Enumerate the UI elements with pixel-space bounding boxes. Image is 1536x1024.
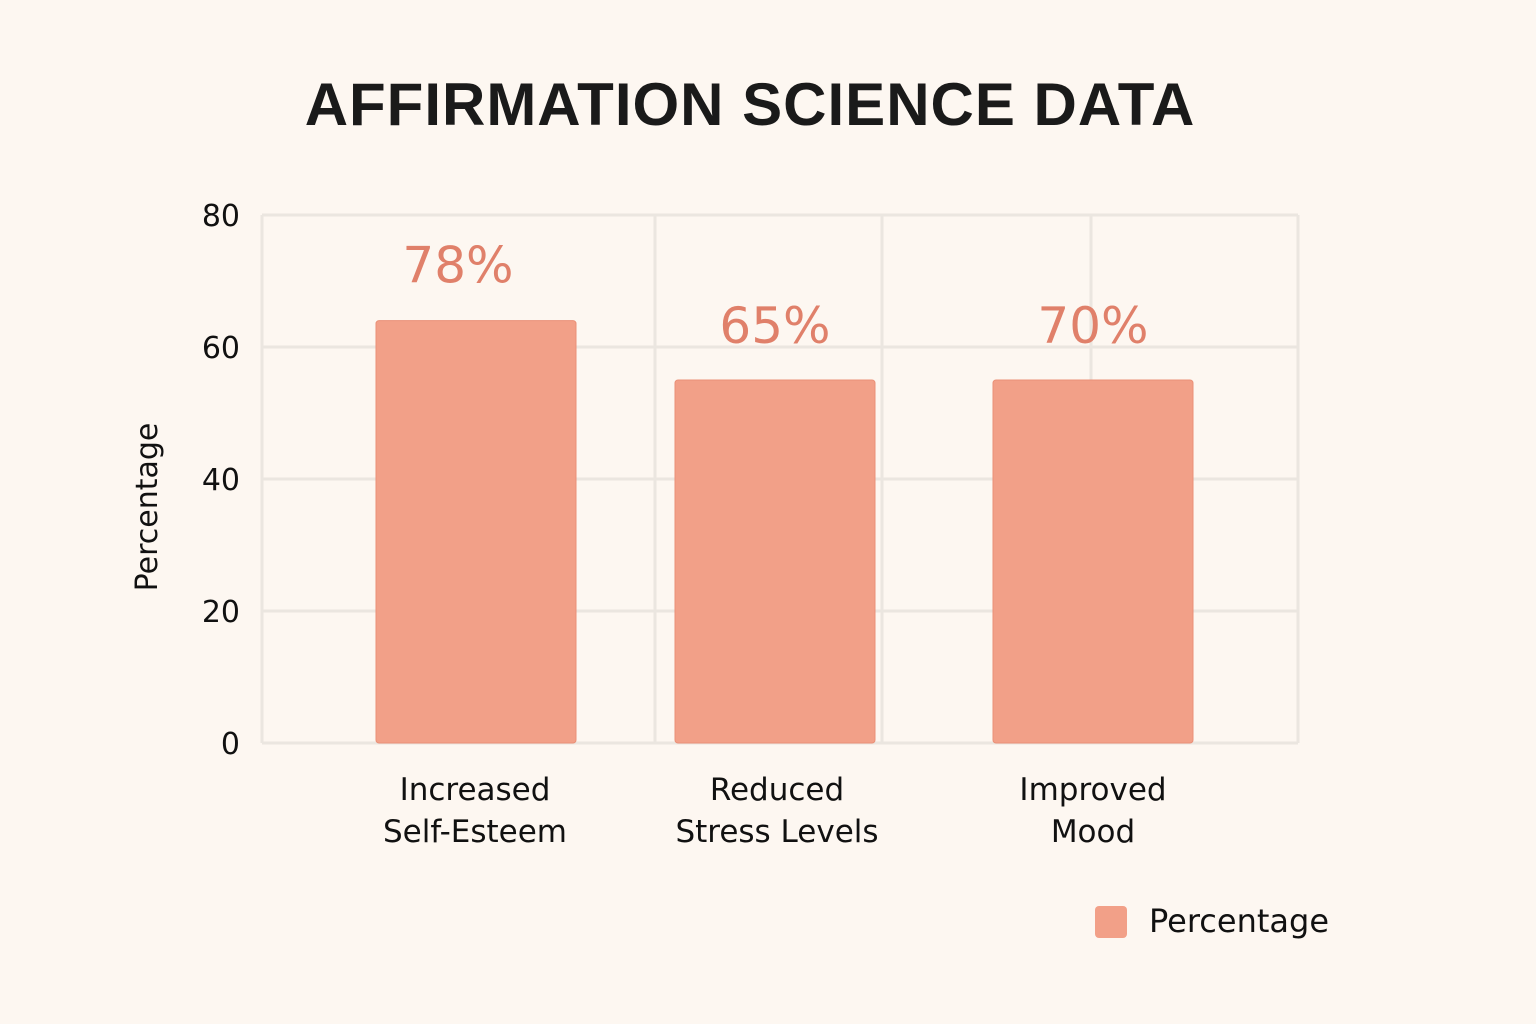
bars: 78% 65% 70%: [375, 237, 1194, 744]
x-tick-label: Self-Esteem: [383, 814, 567, 850]
y-tick-label: 40: [202, 463, 240, 498]
bar: [674, 379, 876, 744]
data-label: 78%: [402, 237, 513, 295]
x-tick-label: Reduced: [710, 772, 844, 808]
y-tick-label: 80: [202, 199, 240, 234]
legend-label: Percentage: [1149, 902, 1329, 940]
data-label: 70%: [1037, 297, 1148, 355]
bar: [375, 320, 577, 744]
bar: [992, 379, 1194, 744]
y-tick-label: 60: [202, 331, 240, 366]
chart-title: AFFIRMATION SCIENCE DATA: [304, 71, 1196, 138]
x-axis-labels: Increased Self-Esteem Reduced Stress Levels…: [383, 772, 1167, 850]
y-axis-ticks: 0 20 40 60 80: [202, 199, 240, 762]
y-tick-label: 20: [202, 595, 240, 630]
y-tick-label: 0: [221, 727, 240, 762]
legend: Percentage: [1095, 902, 1329, 940]
data-label: 65%: [719, 297, 830, 355]
x-tick-label: Mood: [1051, 814, 1135, 850]
x-tick-label: Increased: [400, 772, 551, 808]
x-tick-label: Stress Levels: [675, 814, 878, 850]
legend-swatch: [1095, 906, 1127, 938]
x-tick-label: Improved: [1019, 772, 1166, 808]
y-axis-label: Percentage: [130, 423, 165, 592]
